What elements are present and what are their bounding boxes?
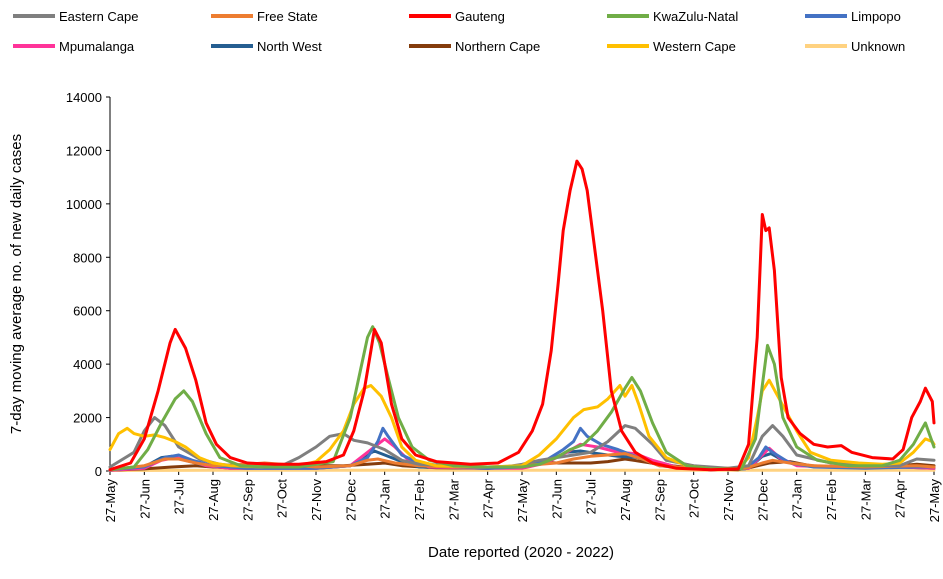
legend-label-free-state: Free State: [257, 9, 318, 24]
x-tick-label: 27-Jan: [378, 479, 393, 519]
chart-legend: Eastern Cape Free State Gauteng KwaZulu-Nat…: [13, 9, 905, 54]
x-tick-label: 27-Mar: [858, 478, 873, 520]
x-tick-label: 27-Aug: [618, 479, 633, 521]
x-tick-label: 27-Mar: [446, 478, 461, 520]
legend-label-western-cape: Western Cape: [653, 39, 736, 54]
x-tick-label: 27-Jul: [172, 479, 187, 515]
x-tick-label: 27-Sep: [652, 479, 667, 521]
legend-label-north-west: North West: [257, 39, 322, 54]
series-line-gauteng: [108, 159, 936, 472]
x-tick-label: 27-May: [927, 479, 942, 523]
legend-label-eastern-cape: Eastern Cape: [59, 9, 139, 24]
y-tick-label: 12000: [66, 143, 102, 158]
x-tick-label: 27-Dec: [755, 479, 770, 521]
series-line-kwazulu-natal: [108, 325, 936, 472]
x-tick-label: 27-May: [515, 479, 530, 523]
y-axis: 0 2000 4000 6000 8000 10000 12000 14000: [66, 90, 111, 479]
y-tick-label: 4000: [73, 357, 102, 372]
x-axis: 27-May 27-Jun 27-Jul 27-Aug 27-Sep 27-Oct 27-N…: [103, 470, 942, 523]
x-tick-label: 27-May: [103, 479, 118, 523]
y-tick-label: 6000: [73, 304, 102, 319]
y-tick-label: 10000: [66, 197, 102, 212]
x-tick-label: 27-Dec: [343, 479, 358, 521]
y-tick-label: 0: [95, 464, 102, 479]
x-tick-label: 27-Jun: [549, 479, 564, 519]
legend-label-limpopo: Limpopo: [851, 9, 901, 24]
x-tick-label: 27-Aug: [206, 479, 221, 521]
x-tick-label: 27-Feb: [824, 479, 839, 520]
legend-label-mpumalanga: Mpumalanga: [59, 39, 135, 54]
x-tick-label: 27-Apr: [893, 478, 908, 518]
x-tick-label: 27-Jun: [137, 479, 152, 519]
x-tick-label: 27-Feb: [412, 479, 427, 520]
legend-label-kwazulu-natal: KwaZulu-Natal: [653, 9, 738, 24]
x-tick-label: 27-Jul: [584, 479, 599, 515]
x-tick-label: 27-Oct: [687, 479, 702, 518]
legend-label-unknown: Unknown: [851, 39, 905, 54]
legend-label-gauteng: Gauteng: [455, 9, 505, 24]
x-tick-label: 27-Jan: [790, 479, 805, 519]
x-tick-label: 27-Apr: [481, 478, 496, 518]
y-axis-title: 7-day moving average no. of new daily ca…: [8, 134, 25, 434]
x-tick-label: 27-Nov: [721, 479, 736, 521]
x-tick-label: 27-Oct: [275, 479, 290, 518]
y-tick-label: 14000: [66, 90, 102, 105]
y-tick-label: 2000: [73, 411, 102, 426]
x-axis-title: Date reported (2020 - 2022): [428, 544, 614, 561]
x-tick-label: 27-Nov: [309, 479, 324, 521]
series-lines: [108, 159, 936, 472]
legend-label-northern-cape: Northern Cape: [455, 39, 540, 54]
x-tick-label: 27-Sep: [240, 479, 255, 521]
y-tick-label: 8000: [73, 250, 102, 265]
